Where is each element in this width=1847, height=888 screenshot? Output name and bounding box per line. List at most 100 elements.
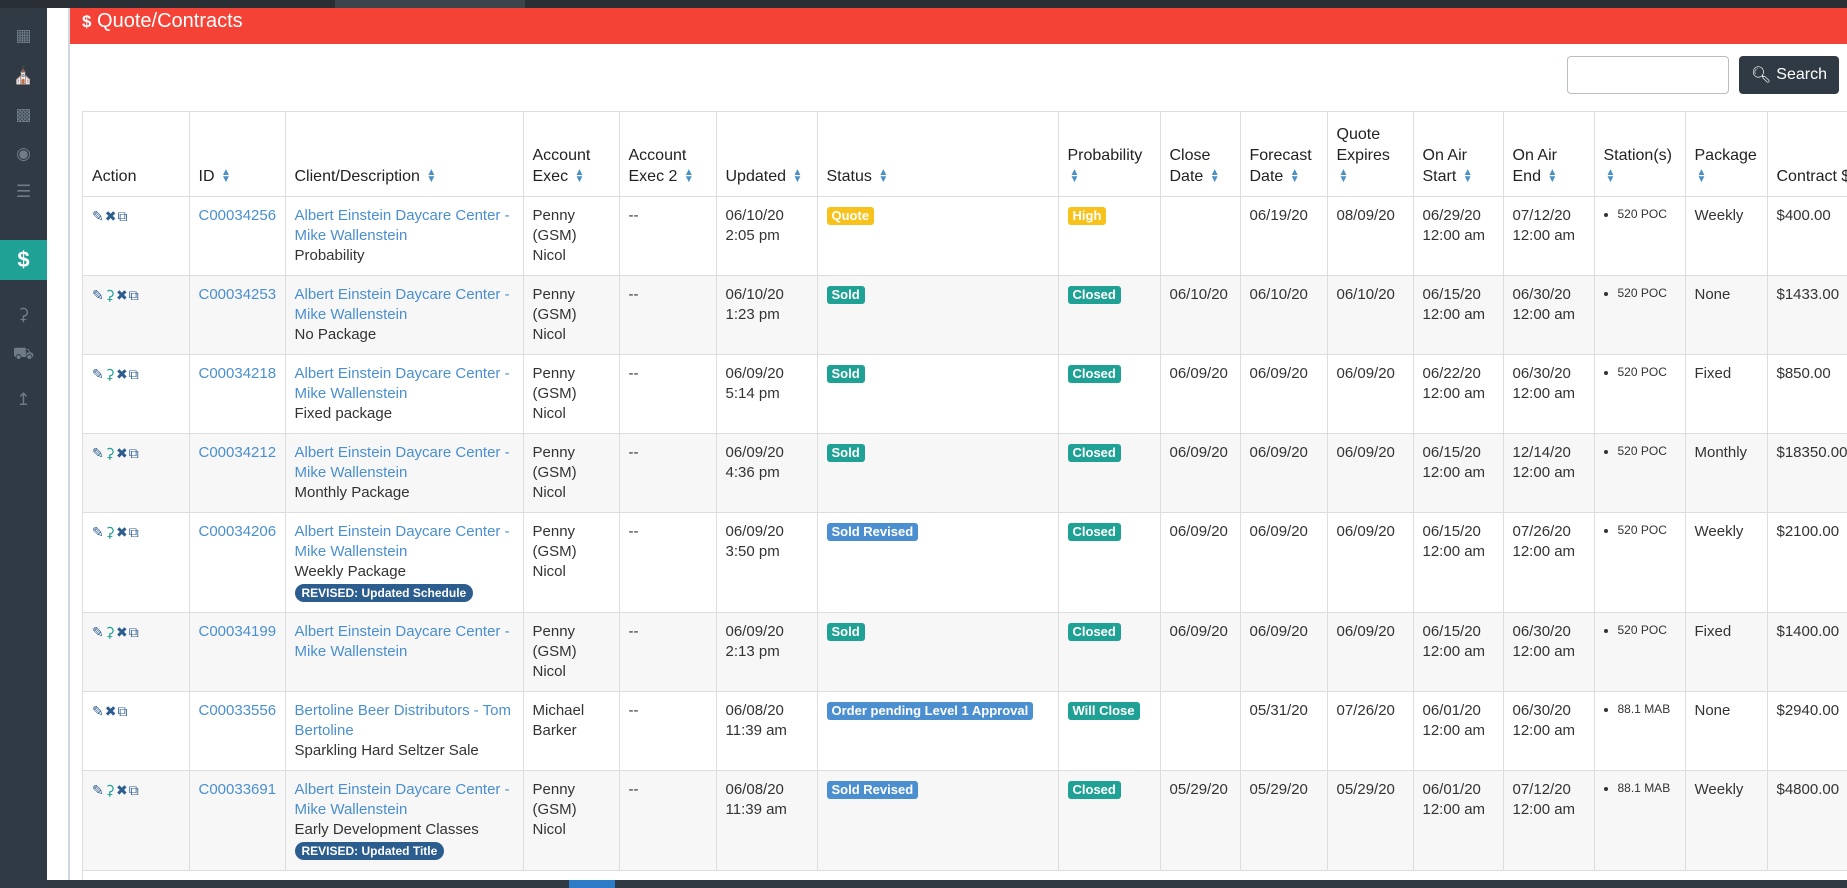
column-header[interactable]: Package ▲ ▼ <box>1685 112 1768 197</box>
main-content: $ Quote/Contracts 🔍︎ Search Action ID ▲ ▼ C… <box>47 8 1847 880</box>
microphone-icon[interactable]: ⚳ <box>17 305 30 324</box>
copy-icon[interactable]: ⧉ <box>128 781 139 798</box>
column-header[interactable]: Account Exec ▲ ▼ <box>523 112 620 197</box>
delete-icon[interactable]: ✖ <box>104 207 117 224</box>
building-icon[interactable]: ▦ <box>15 26 32 45</box>
sort-icon[interactable]: ▲ ▼ <box>792 167 803 186</box>
copy-icon[interactable]: ⧉ <box>128 623 139 640</box>
sort-icon[interactable]: ▲ ▼ <box>1338 167 1349 186</box>
sort-icon[interactable]: ▲ ▼ <box>574 167 585 186</box>
column-header[interactable]: ID ▲ ▼ <box>189 112 286 197</box>
on-air-start-time: 12:00 am <box>1422 384 1486 402</box>
column-header[interactable]: On Air End ▲ ▼ <box>1503 112 1595 197</box>
copy-icon[interactable]: ⧉ <box>128 444 139 461</box>
delete-icon[interactable]: ✖ <box>116 623 128 640</box>
search-button[interactable]: 🔍︎ Search <box>1739 56 1839 94</box>
edit-icon[interactable]: ✎ <box>92 286 104 303</box>
column-header[interactable]: Forecast Date ▲ ▼ <box>1240 112 1328 197</box>
column-header[interactable]: Updated ▲ ▼ <box>716 112 818 197</box>
forecast-date-cell: 06/09/20 <box>1240 433 1328 513</box>
microphone-icon[interactable]: ⚳ <box>104 286 115 303</box>
contract-id-link[interactable]: C00034256 <box>198 206 277 224</box>
delete-icon[interactable]: ✖ <box>116 286 128 303</box>
column-header[interactable]: Client/Description ▲ ▼ <box>285 112 524 197</box>
column-header-label: Action <box>92 167 137 185</box>
sort-icon[interactable]: ▲ ▼ <box>1462 167 1473 186</box>
column-header[interactable]: Contract $ ▲▼ <box>1767 112 1847 197</box>
car-icon[interactable]: ⛟ <box>12 344 35 363</box>
id-cell: C00033556 <box>189 691 286 771</box>
delete-icon[interactable]: ✖ <box>104 702 117 719</box>
column-header[interactable]: Status ▲ ▼ <box>817 112 1059 197</box>
column-header[interactable]: Close Date ▲ ▼ <box>1160 112 1241 197</box>
delete-icon[interactable]: ✖ <box>116 523 128 540</box>
client-link[interactable]: Albert Einstein Daycare Center - Mike Wa… <box>294 364 510 402</box>
user-circle-icon[interactable]: ◉ <box>16 144 31 163</box>
table-row: ✎⚳✖⧉ C00033691 Albert Einstein Daycare Cen… <box>83 770 1847 871</box>
contract-id-link[interactable]: C00033691 <box>198 780 277 798</box>
client-link[interactable]: Albert Einstein Daycare Center - Mike Wa… <box>294 780 510 818</box>
copy-icon[interactable]: ⧉ <box>128 523 139 540</box>
edit-icon[interactable]: ✎ <box>92 444 104 461</box>
sort-icon[interactable]: ▲ ▼ <box>1547 167 1558 186</box>
contract-id-link[interactable]: C00033556 <box>198 701 277 719</box>
edit-icon[interactable]: ✎ <box>92 781 104 798</box>
client-link[interactable]: Albert Einstein Daycare Center - Mike Wa… <box>294 443 510 481</box>
column-header[interactable]: Quote Expires ▲ ▼ <box>1327 112 1414 197</box>
sort-icon[interactable]: ▲ ▼ <box>1069 167 1080 186</box>
contract-id-link[interactable]: C00034212 <box>198 443 277 461</box>
delete-icon[interactable]: ✖ <box>116 444 128 461</box>
edit-icon[interactable]: ✎ <box>92 523 104 540</box>
edit-icon[interactable]: ✎ <box>92 365 104 382</box>
client-link[interactable]: Albert Einstein Daycare Center - Mike Wa… <box>294 522 510 560</box>
contract-id-link[interactable]: C00034253 <box>198 285 277 303</box>
client-link[interactable]: Albert Einstein Daycare Center - Mike Wa… <box>294 285 510 323</box>
list-icon[interactable]: ☰ <box>15 182 32 201</box>
sort-icon[interactable]: ▲ ▼ <box>426 167 437 186</box>
probability-badge: Closed <box>1067 622 1121 641</box>
sort-icon[interactable]: ▲ ▼ <box>1289 167 1300 186</box>
action-cell: ✎⚳✖⧉ <box>83 612 190 692</box>
column-header[interactable]: On Air Start ▲ ▼ <box>1413 112 1504 197</box>
bank-icon[interactable]: ⛪ <box>12 66 35 85</box>
delete-icon[interactable]: ✖ <box>116 365 128 382</box>
close-date-cell: 06/09/20 <box>1160 433 1241 513</box>
sort-icon[interactable]: ▲ ▼ <box>1696 167 1707 186</box>
delete-icon[interactable]: ✖ <box>116 781 128 798</box>
contract-id-link[interactable]: C00034218 <box>198 364 277 382</box>
microphone-icon[interactable]: ⚳ <box>104 365 115 382</box>
sort-icon[interactable]: ▲ ▼ <box>683 167 694 186</box>
contract-amount: $4800.00 <box>1776 780 1840 798</box>
contract-id-link[interactable]: C00034206 <box>198 522 277 540</box>
sort-icon[interactable]: ▲ ▼ <box>878 167 889 186</box>
microphone-icon[interactable]: ⚳ <box>104 444 115 461</box>
microphone-icon[interactable]: ⚳ <box>104 523 115 540</box>
microphone-icon[interactable]: ⚳ <box>104 623 115 640</box>
edit-icon[interactable]: ✎ <box>92 623 104 640</box>
edit-icon[interactable]: ✎ <box>92 702 104 719</box>
client-link[interactable]: Albert Einstein Daycare Center - Mike Wa… <box>294 622 510 660</box>
column-header[interactable]: Station(s) ▲ ▼ <box>1594 112 1686 197</box>
id-card-icon[interactable]: ▩ <box>15 105 32 124</box>
client-link[interactable]: Bertoline Beer Distributors - Tom Bertol… <box>294 701 511 739</box>
sort-icon[interactable]: ▲ ▼ <box>220 167 231 186</box>
edit-icon[interactable]: ✎ <box>92 207 104 224</box>
sort-icon[interactable]: ▲ ▼ <box>1209 167 1220 186</box>
status-cell: Sold Revised <box>817 770 1059 871</box>
sort-icon[interactable]: ▲ ▼ <box>1605 167 1616 186</box>
column-header[interactable]: Probability ▲ ▼ <box>1058 112 1161 197</box>
copy-icon[interactable]: ⧉ <box>128 286 139 303</box>
account-exec-2-cell: -- <box>619 691 717 771</box>
client-link[interactable]: Albert Einstein Daycare Center - Mike Wa… <box>294 206 510 244</box>
copy-icon[interactable]: ⧉ <box>117 702 128 719</box>
dollar-icon[interactable]: $ <box>0 240 58 280</box>
contract-id-link[interactable]: C00034199 <box>198 622 277 640</box>
column-header[interactable]: Account Exec 2 ▲ ▼ <box>619 112 717 197</box>
copy-icon[interactable]: ⧉ <box>117 207 128 224</box>
line-chart-icon[interactable]: ↥ <box>16 390 31 409</box>
search-input[interactable] <box>1567 56 1729 94</box>
copy-icon[interactable]: ⧉ <box>128 365 139 382</box>
microphone-icon[interactable]: ⚳ <box>104 781 115 798</box>
panel-header: $ Quote/Contracts <box>70 8 1847 44</box>
package: None <box>1694 285 1731 303</box>
